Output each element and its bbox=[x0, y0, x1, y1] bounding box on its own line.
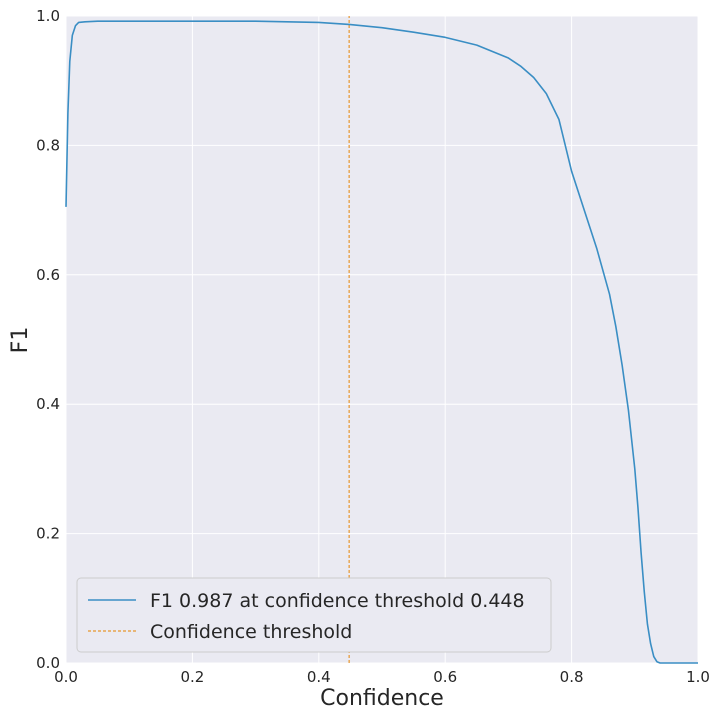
legend-box bbox=[76, 577, 552, 653]
series-lines bbox=[65, 16, 698, 664]
y-tick-label: 0.0 bbox=[36, 654, 60, 672]
y-tick-label: 0.6 bbox=[36, 266, 60, 284]
x-axis-label: Confidence bbox=[320, 686, 444, 711]
y-tick-labels: 0.0 0.2 0.4 0.6 0.8 1.0 bbox=[36, 7, 60, 672]
legend-label-threshold: Confidence threshold bbox=[150, 621, 352, 643]
grid bbox=[65, 15, 699, 664]
legend: F1 0.987 at confidence threshold 0.448 C… bbox=[76, 577, 552, 653]
x-tick-label: 0.6 bbox=[433, 668, 457, 686]
y-axis-label: F1 bbox=[8, 327, 33, 354]
x-tick-label: 0.0 bbox=[54, 668, 78, 686]
plot-area bbox=[66, 16, 698, 663]
f1-curve bbox=[65, 20, 698, 664]
x-tick-label: 0.2 bbox=[180, 668, 204, 686]
legend-label-f1: F1 0.987 at confidence threshold 0.448 bbox=[150, 590, 525, 612]
x-tick-label: 1.0 bbox=[686, 668, 710, 686]
x-tick-label: 0.8 bbox=[560, 668, 584, 686]
y-tick-label: 0.8 bbox=[36, 136, 60, 154]
y-tick-label: 0.4 bbox=[36, 395, 60, 413]
y-tick-label: 1.0 bbox=[36, 7, 60, 25]
x-tick-labels: 0.0 0.2 0.4 0.6 0.8 1.0 bbox=[54, 668, 710, 686]
y-tick-label: 0.2 bbox=[36, 525, 60, 543]
x-tick-label: 0.4 bbox=[307, 668, 331, 686]
